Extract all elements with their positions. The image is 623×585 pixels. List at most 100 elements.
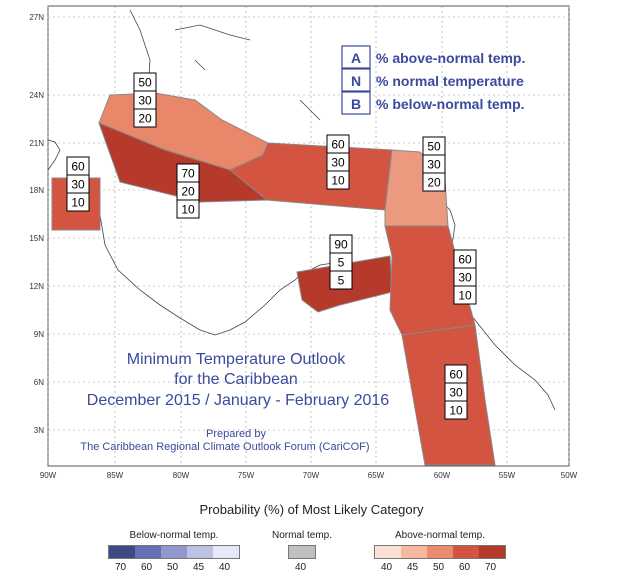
longitude-label: 55W	[499, 471, 516, 480]
prepared-by-line-2: The Caribbean Regional Climate Outlook F…	[80, 441, 369, 453]
longitude-label: 70W	[303, 471, 320, 480]
probability-value: 70	[181, 167, 195, 181]
key-letter-a: A	[351, 50, 361, 66]
legend-above-normal: Above-normal temp. 40 45 50 60 70	[374, 530, 506, 573]
latitude-label: 18N	[29, 186, 44, 195]
probability-box	[66, 192, 90, 212]
legend-below-label: Below-normal temp.	[129, 530, 219, 541]
key-box-b	[341, 91, 371, 115]
probability-value: 30	[138, 94, 152, 108]
probability-value: 60	[71, 160, 85, 174]
probability-value: 5	[338, 256, 345, 270]
probability-stack: 50 30 20	[422, 136, 446, 192]
latitude-label: 15N	[29, 234, 44, 243]
probability-boxes: 50 30 20 60 30 10 70 20 10 60 30 10 50 30 20 90 5 5 60 30 10…	[66, 72, 477, 420]
probability-value: 50	[138, 76, 152, 90]
probability-value: 50	[427, 140, 441, 154]
probability-value: 60	[449, 368, 463, 382]
legend-below-swatches	[108, 545, 240, 559]
legend-normal-swatches	[288, 545, 316, 559]
latitude-label: 9N	[34, 330, 44, 339]
probability-box	[133, 108, 157, 128]
probability-stack: 90 5 5	[329, 234, 353, 290]
probability-box	[444, 400, 468, 420]
probability-value: 30	[331, 156, 345, 170]
key-box-n	[341, 68, 371, 92]
longitude-label: 90W	[40, 471, 57, 480]
probability-value: 10	[458, 289, 472, 303]
probability-value: 5	[338, 274, 345, 288]
longitude-label: 75W	[238, 471, 255, 480]
probability-value: 30	[427, 158, 441, 172]
latitude-label: 3N	[34, 426, 44, 435]
legend-normal: Normal temp. 40	[272, 530, 332, 573]
legend-tick: 50	[167, 562, 179, 573]
legend-tick: 45	[193, 562, 205, 573]
probability-value: 20	[138, 112, 152, 126]
legend-tick: 40	[295, 562, 307, 573]
probability-stack: 60 30 10	[453, 249, 477, 305]
legend-tick: 50	[433, 562, 445, 573]
legend-title: Probability (%) of Most Likely Category	[199, 502, 424, 517]
legend-swatch	[453, 546, 479, 558]
prepared-by-line-1: Prepared by	[206, 428, 266, 440]
probability-value: 60	[331, 138, 345, 152]
key-text-b: % below-normal temp.	[376, 96, 525, 112]
probability-box	[326, 170, 350, 190]
key-letter-n: N	[351, 73, 361, 89]
legend-swatch	[161, 546, 187, 558]
longitude-label: 80W	[173, 471, 190, 480]
key-text-n: % normal temperature	[376, 73, 524, 89]
legend-swatch	[213, 546, 239, 558]
map-title-line-2: for the Caribbean	[174, 371, 298, 388]
key-text-a: % above-normal temp.	[376, 50, 525, 66]
legend-swatch	[289, 546, 315, 558]
probability-value: 30	[449, 386, 463, 400]
legend-above-label: Above-normal temp.	[394, 530, 486, 541]
probability-stack: 60 30 10	[444, 364, 468, 420]
latitude-label: 21N	[29, 139, 44, 148]
latitude-label: 6N	[34, 378, 44, 387]
probability-box	[176, 199, 200, 219]
legend-tick: 45	[407, 562, 419, 573]
probability-box	[329, 270, 353, 290]
probability-value: 90	[334, 238, 348, 252]
legend-swatch	[187, 546, 213, 558]
legend-normal-ticks: 40	[288, 559, 316, 573]
probability-box	[453, 285, 477, 305]
probability-value: 30	[71, 178, 85, 192]
outlook-map: 27N 24N 21N 18N 15N 12N 9N 6N 3N 90W 85W 80W 75W 70W…	[29, 5, 578, 480]
category-key: A % above-normal temp. N % normal temper…	[341, 45, 525, 115]
probability-stack: 50 30 20	[133, 72, 157, 128]
legend-below-ticks: 70 60 50 45 40	[108, 559, 240, 573]
probability-stack: 70 20 10	[176, 163, 200, 219]
legend-swatch	[109, 546, 135, 558]
probability-stack: 60 30 10	[326, 134, 350, 190]
legend-tick: 60	[141, 562, 153, 573]
latitude-label: 12N	[29, 282, 44, 291]
probability-value: 10	[449, 404, 463, 418]
probability-value: 20	[427, 176, 441, 190]
legend-tick: 70	[115, 562, 127, 573]
latitude-labels: 27N 24N 21N 18N 15N 12N 9N 6N 3N	[29, 13, 44, 435]
latitude-label: 24N	[29, 91, 44, 100]
legend-tick: 40	[219, 562, 231, 573]
map-title-line-1: Minimum Temperature Outlook	[127, 351, 346, 368]
latitude-label: 27N	[29, 13, 44, 22]
legend-swatch	[375, 546, 401, 558]
probability-value: 30	[458, 271, 472, 285]
map-title-line-3: December 2015 / January - February 2016	[87, 392, 389, 409]
probability-value: 10	[331, 174, 345, 188]
longitude-labels: 90W 85W 80W 75W 70W 65W 60W 55W 50W	[40, 471, 578, 480]
legend-above-ticks: 40 45 50 60 70	[374, 559, 506, 573]
probability-value: 10	[181, 203, 195, 217]
probability-box	[422, 172, 446, 192]
legend-tick: 60	[459, 562, 471, 573]
legend-normal-label: Normal temp.	[271, 530, 332, 541]
legend-tick: 40	[381, 562, 393, 573]
probability-value: 10	[71, 196, 85, 210]
probability-value: 60	[458, 253, 472, 267]
legend-swatch	[401, 546, 427, 558]
legend-swatch	[135, 546, 161, 558]
longitude-label: 65W	[368, 471, 385, 480]
